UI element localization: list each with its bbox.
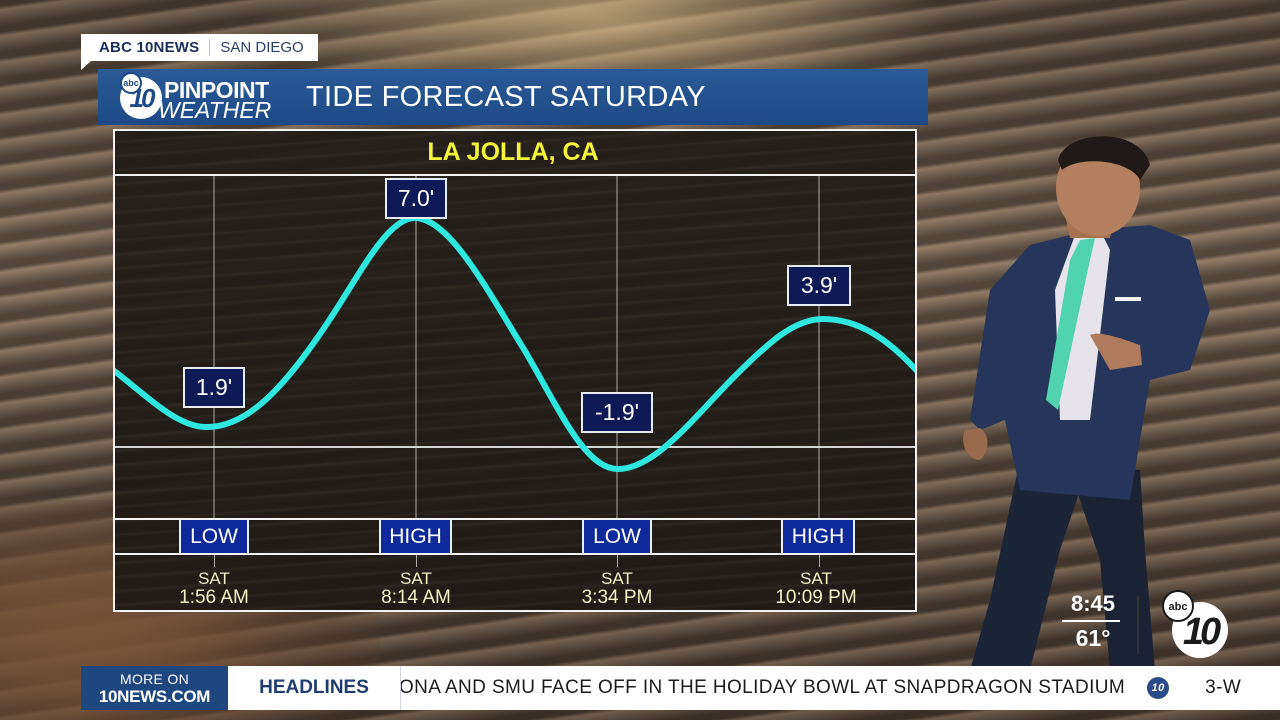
abc10-mini-logo-icon: 10: [1147, 677, 1170, 699]
pinpoint-weather-logo: 10 abc PINPOINT WEATHER: [98, 69, 293, 125]
divider: [209, 39, 211, 56]
headline-text: ONA AND SMU FACE OFF IN THE HOLIDAY BOWL…: [401, 677, 1126, 698]
logo-weather-text: WEATHER: [158, 97, 272, 123]
tide-type-label: HIGH: [379, 520, 452, 553]
current-temperature: 61°: [1075, 625, 1111, 651]
next-headline-text: 3-W: [1205, 677, 1242, 698]
tide-clock: 3:34 PM: [581, 587, 653, 608]
station-city: SAN DIEGO: [220, 39, 304, 56]
tide-type-label: HIGH: [781, 520, 855, 553]
tick-mark: [819, 555, 820, 567]
tick-mark: [416, 555, 417, 567]
current-time: 8:45: [1070, 591, 1116, 616]
title-bar: 10 abc PINPOINT WEATHER TIDE FORECAST SA…: [98, 69, 928, 125]
tide-type-row: LOW HIGH LOW HIGH: [115, 518, 915, 555]
news-ticker: MORE ON 10NEWS.COM HEADLINES ONA AND SMU…: [81, 666, 1280, 710]
station-bug: ABC 10NEWS SAN DIEGO: [81, 34, 318, 70]
tide-clock: 8:14 AM: [381, 587, 451, 608]
abc-logo-icon: abc: [120, 72, 142, 94]
tide-day: SAT: [400, 569, 432, 588]
divider: [1062, 620, 1120, 622]
page-title: TIDE FORECAST SATURDAY: [306, 80, 706, 113]
tide-value-label: 7.0': [385, 178, 447, 219]
tide-value-label: 3.9': [787, 265, 851, 306]
tide-time-row: SAT 1:56 AM SAT 8:14 AM SAT 3:34 PM SAT …: [115, 555, 915, 610]
station-brand: ABC 10NEWS: [99, 39, 200, 56]
presenter: [963, 136, 1210, 670]
location-title: LA JOLLA, CA: [427, 138, 599, 166]
tide-day: SAT: [601, 569, 633, 588]
ticker-headlines: ONA AND SMU FACE OFF IN THE HOLIDAY BOWL…: [401, 666, 1280, 710]
tide-chart: LA JOLLA, CA 1.9' 7.0' -1.9' 3.9' LOW HI…: [113, 129, 917, 612]
tick-mark: [617, 555, 618, 567]
abc10-logo-icon: 10 abc: [1160, 588, 1232, 660]
tide-day: SAT: [800, 569, 832, 588]
logo-pinpoint-text: PINPOINT: [164, 77, 269, 103]
location-header: LA JOLLA, CA: [115, 131, 915, 176]
ticker-headline: ONA AND SMU FACE OFF IN THE HOLIDAY BOWL…: [401, 666, 1241, 710]
more-on-10news-link[interactable]: MORE ON 10NEWS.COM: [81, 666, 228, 710]
site-label: 10NEWS.COM: [98, 687, 211, 706]
more-on-label: MORE ON: [120, 671, 189, 687]
tick-mark: [214, 555, 215, 567]
ticker-section-label: HEADLINES: [228, 666, 401, 710]
tide-value-label: -1.9': [581, 392, 653, 433]
svg-text:abc: abc: [1169, 601, 1188, 613]
tide-clock: 10:09 PM: [775, 587, 857, 608]
tide-value-label: 1.9': [183, 367, 245, 408]
tide-clock: 1:56 AM: [179, 587, 249, 608]
tide-time: SAT 10:09 PM: [746, 569, 886, 607]
tide-time: SAT 8:14 AM: [346, 569, 486, 607]
plot-area: 1.9' 7.0' -1.9' 3.9': [115, 176, 915, 518]
tide-day: SAT: [198, 569, 230, 588]
tide-curve: [115, 176, 915, 518]
divider: [1137, 596, 1139, 654]
time-temp-bug: 8:45 61°: [1058, 591, 1128, 652]
tide-type-label: LOW: [582, 520, 652, 553]
tide-time: SAT 1:56 AM: [144, 569, 284, 607]
tide-time: SAT 3:34 PM: [547, 569, 687, 607]
tide-type-label: LOW: [179, 520, 249, 553]
